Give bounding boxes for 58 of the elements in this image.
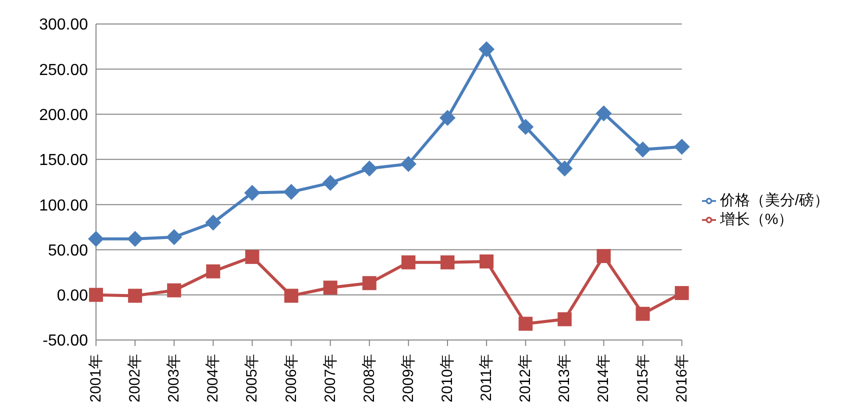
x-tick-label: 2016年 [673,354,690,402]
point [283,184,300,200]
x-tick-label: 2012年 [517,354,534,402]
point [518,316,533,331]
x-tick-label: 2002年 [126,354,144,402]
legend-label: 增长（%） [720,211,794,228]
x-tick-label: 2011年 [478,354,496,402]
point [127,230,144,247]
point [674,138,690,155]
point [89,288,103,302]
point [634,141,651,158]
y-tick-label: 50.00 [48,242,88,260]
point [206,264,220,278]
x-tick-label: 2005年 [244,354,261,402]
point [480,254,494,268]
point [400,156,416,172]
y-tick-label: 0.00 [56,288,88,305]
x-tick-label: 2007年 [322,354,339,402]
point [674,286,689,300]
point [478,41,495,58]
x-tick-label: 2006年 [282,354,300,402]
point [596,249,611,264]
point [245,250,260,264]
legend-label: 价格（美分/磅） [720,192,829,209]
point [167,283,182,298]
point [284,288,298,303]
x-tick-label: 2010年 [438,354,456,402]
y-tick-label: 300.00 [39,16,88,34]
x-tick-label: 2004年 [204,354,222,402]
x-tick-label: 2009年 [400,354,417,402]
y-tick-label: 250.00 [39,62,88,79]
point [439,110,456,126]
x-tick-label: 2014年 [595,354,612,402]
point [401,255,416,270]
point [440,255,454,270]
y-tick-label: 200.00 [39,106,88,124]
point [205,214,222,231]
point [323,280,338,295]
point [361,160,378,176]
point [636,306,650,321]
y-tick-label: 150.00 [39,152,88,170]
y-tick-label: 100.00 [39,197,88,214]
x-tick-label: 2003年 [166,354,183,402]
x-tick-label: 2015年 [634,354,652,402]
point [244,184,260,201]
point [322,174,338,191]
point [596,105,612,122]
y-tick-label: -50.00 [42,332,88,350]
point [166,229,182,246]
x-tick-label: 2001年 [88,354,104,402]
point [556,160,573,176]
point [362,276,376,290]
point [88,230,104,247]
x-tick-label: 2013年 [556,354,574,402]
point [128,288,142,303]
point [518,118,534,135]
x-tick-label: 2008年 [360,354,378,402]
point [558,312,572,326]
